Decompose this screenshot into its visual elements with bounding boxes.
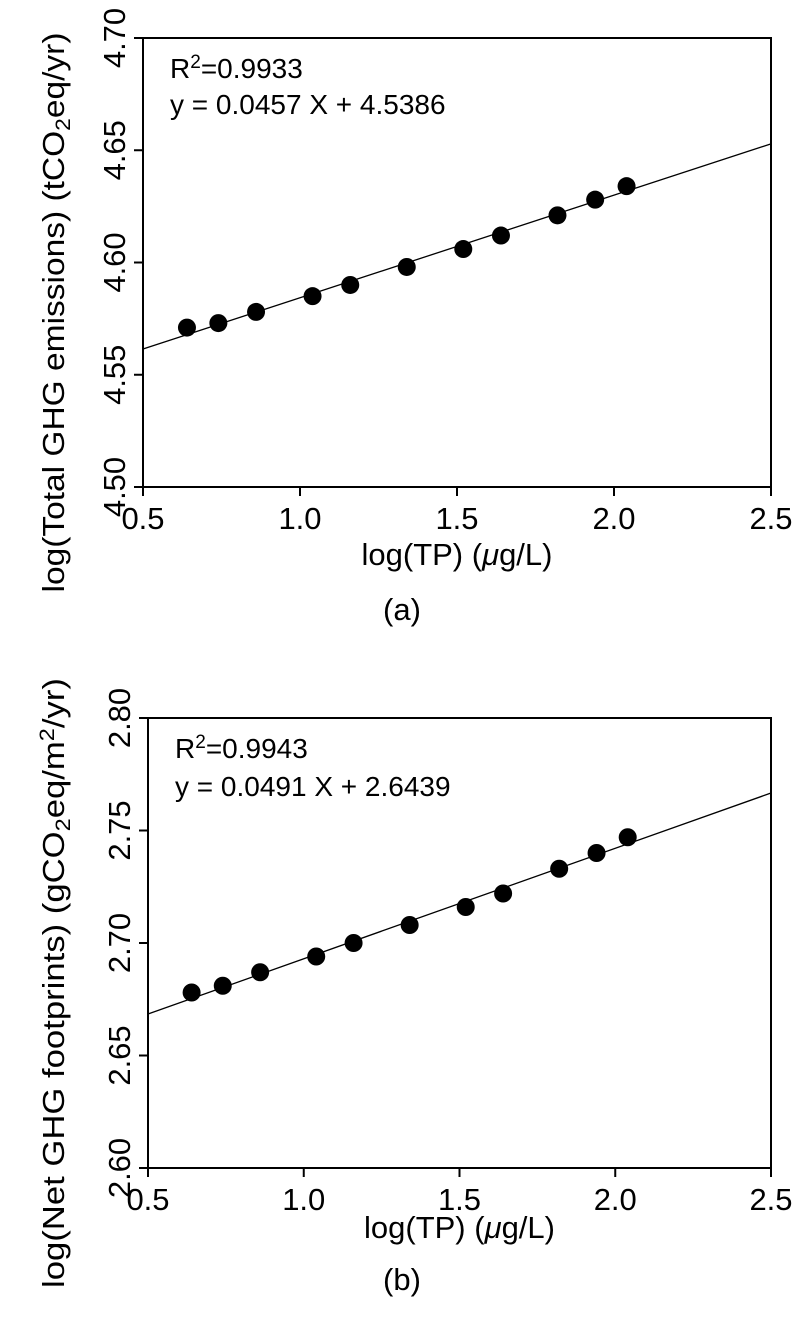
- panel-caption: (a): [383, 592, 421, 627]
- fit-equation-annotation: y = 0.0491 X + 2.6439: [175, 771, 451, 802]
- x-tick-label: 1.5: [435, 501, 478, 536]
- x-tick-label: 2.5: [749, 1182, 792, 1217]
- data-point: [617, 177, 636, 196]
- y-tick-label: 4.65: [97, 120, 132, 180]
- data-point: [456, 898, 475, 916]
- data-point: [400, 916, 419, 934]
- chart-panel-a: 0.5 1.0 1.5 2.0 2.5 4.50 4.55 4.60 4.65 4.70 R2=0.…: [36, 8, 793, 627]
- fit-equation-annotation: y = 0.0457 X + 4.5386: [170, 89, 446, 120]
- data-point: [586, 190, 605, 209]
- y-tick-label: 4.60: [97, 232, 132, 292]
- x-axis-title: log(TP) (μg/L): [364, 1210, 555, 1245]
- data-point: [618, 828, 637, 847]
- data-point: [177, 318, 196, 337]
- panel-caption: (b): [383, 1262, 421, 1297]
- data-point: [397, 257, 416, 276]
- data-point: [303, 287, 322, 306]
- y-tick-label: 4.70: [97, 8, 132, 68]
- x-tick-label: 0.5: [126, 1182, 169, 1217]
- y-tick-label: 2.60: [102, 1138, 137, 1198]
- x-tick-label: 2.0: [594, 1182, 637, 1217]
- data-point: [344, 934, 363, 952]
- data-point: [182, 983, 201, 1002]
- y-axis-title: log(Net GHG footprints) (gCO2eq/m2/yr): [36, 678, 75, 1288]
- y-tick-label: 2.70: [102, 913, 137, 973]
- r-squared-annotation: R2=0.9943: [175, 732, 308, 764]
- y-tick-label: 2.80: [102, 688, 137, 748]
- data-point: [209, 314, 228, 333]
- data-point: [494, 884, 513, 903]
- data-point: [548, 206, 567, 225]
- x-axis-title: log(TP) (μg/L): [362, 537, 553, 572]
- data-point: [341, 275, 360, 294]
- data-point: [251, 963, 270, 982]
- y-tick-label: 4.55: [97, 345, 132, 405]
- x-tick-label: 1.0: [278, 501, 321, 536]
- data-point: [454, 240, 473, 259]
- y-axis-title: log(Total GHG emissions) (tCO2eq/yr): [36, 33, 75, 593]
- x-tick-label: 1.5: [438, 1182, 481, 1217]
- x-tick-label: 1.0: [282, 1182, 325, 1217]
- x-tick-label: 0.5: [121, 501, 164, 536]
- data-point: [247, 302, 266, 321]
- y-tick-label: 2.75: [102, 800, 137, 860]
- x-tick-label: 2.0: [592, 501, 635, 536]
- chart-panel-b: 0.5 1.0 1.5 2.0 2.5 2.60 2.65 2.70 2.75 2.80 R2=0.…: [36, 678, 793, 1297]
- y-tick-label: 2.65: [102, 1025, 137, 1085]
- data-point: [213, 976, 232, 995]
- data-point: [307, 947, 326, 966]
- y-tick-label: 4.50: [97, 457, 132, 517]
- data-point: [550, 859, 569, 878]
- x-tick-label: 2.5: [749, 501, 792, 536]
- data-point: [587, 844, 606, 862]
- data-point: [491, 226, 510, 245]
- r-squared-annotation: R2=0.9933: [170, 52, 303, 84]
